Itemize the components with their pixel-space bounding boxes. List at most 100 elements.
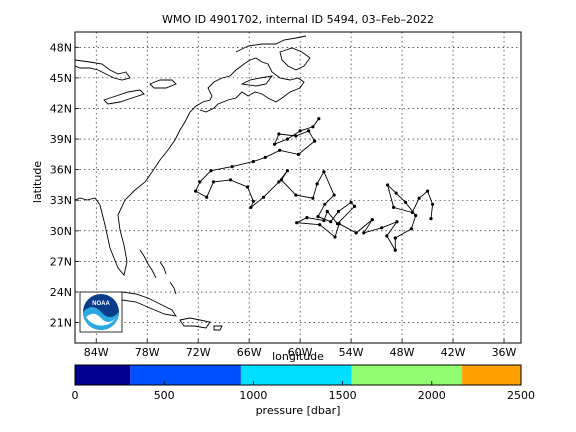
track-point <box>228 178 233 182</box>
colorbar-tick-label: 1000 <box>239 389 267 402</box>
track-point <box>354 231 358 235</box>
colorbar-tick-label: 1500 <box>329 389 357 402</box>
track-point <box>332 193 336 197</box>
track-point <box>294 134 298 138</box>
track-point <box>325 209 329 214</box>
y-tick-label: 30N <box>50 225 72 238</box>
track-point <box>323 202 327 206</box>
track-point <box>395 220 399 224</box>
track-point <box>322 219 326 223</box>
track-point <box>211 180 216 184</box>
y-tick-label: 45N <box>50 72 72 85</box>
colorbar-segment <box>130 365 241 385</box>
track-point <box>296 152 300 156</box>
track-point <box>386 183 390 187</box>
y-tick-label: 21N <box>50 317 72 330</box>
track-point <box>307 129 311 133</box>
track-point <box>277 132 281 136</box>
nova-scotia <box>240 75 274 87</box>
y-tick-label: 42N <box>50 102 72 115</box>
track-point <box>414 213 418 218</box>
colorbar-segment <box>75 365 131 385</box>
track-point <box>249 205 253 209</box>
colorbar-segment <box>240 365 352 385</box>
y-tick-label: 39N <box>50 133 72 146</box>
colorbar-tick-label: 2000 <box>418 389 446 402</box>
track-point <box>393 236 397 240</box>
track-point <box>198 180 202 184</box>
colorbar-frame <box>74 364 522 386</box>
coastlines <box>74 35 311 331</box>
newfoundland <box>279 47 311 71</box>
colorbar-ticks: 0 500 1000 1500 2000 2500 <box>72 381 535 402</box>
puerto-rico <box>213 325 223 331</box>
lake-ontario <box>149 79 177 89</box>
track-point <box>313 139 317 143</box>
map-frame <box>74 31 522 344</box>
track-point <box>277 180 281 184</box>
colorbar-tick-label: 500 <box>154 389 175 402</box>
track-point <box>362 231 366 235</box>
track-point <box>394 191 398 195</box>
lake-erie <box>103 89 145 105</box>
track-point <box>317 117 321 121</box>
track-point <box>209 169 213 173</box>
track-point <box>279 178 283 182</box>
track-point <box>311 125 315 129</box>
colorbar-tick-label: 0 <box>72 389 79 402</box>
track-point <box>417 196 421 200</box>
colorbar-segment <box>351 365 463 385</box>
track-point <box>295 221 299 225</box>
track-point <box>251 159 255 164</box>
track-point <box>305 216 309 220</box>
track-point <box>205 195 209 199</box>
track-point <box>336 209 340 214</box>
map-title: WMO ID 4901702, internal ID 5494, 03–Feb… <box>162 13 434 26</box>
track-point <box>315 182 319 186</box>
track-point <box>294 193 298 197</box>
track-point <box>311 196 315 200</box>
track-point <box>403 200 408 204</box>
track-point <box>251 199 255 203</box>
track-point <box>329 220 333 224</box>
x-axis-ticks: 84W 78W 72W 66W 60W 54W 48W 42W 36W <box>84 339 517 359</box>
coastline-us-east <box>74 57 305 276</box>
track-point <box>285 137 289 141</box>
track-point <box>194 189 198 193</box>
track-point <box>322 170 326 174</box>
hispaniola <box>179 317 211 329</box>
track-point <box>278 148 282 152</box>
x-tick-label: 66W <box>237 346 262 359</box>
track-point <box>230 165 234 169</box>
colorbar-tick-label: 2500 <box>507 389 535 402</box>
y-tick-label: 27N <box>50 255 72 268</box>
x-tick-label: 42W <box>441 346 466 359</box>
pressure-colorbar <box>75 365 521 385</box>
gulf-st-lawrence <box>235 35 307 53</box>
track-point <box>431 202 435 206</box>
colorbar-label: pressure [dbar] <box>256 404 341 417</box>
y-axis-ticks: 21N 24N 27N 30N 33N 36N 39N 42N 45N 48N <box>50 41 79 330</box>
track-point <box>333 235 337 239</box>
cuba <box>106 291 177 317</box>
y-tick-label: 48N <box>50 41 72 54</box>
y-tick-label: 33N <box>50 194 72 207</box>
x-tick-label: 78W <box>135 346 160 359</box>
track-point <box>410 210 414 215</box>
track-point <box>285 169 289 173</box>
track-point <box>263 155 267 159</box>
track-point <box>316 215 320 219</box>
x-tick-label: 48W <box>390 346 415 359</box>
track-point <box>380 226 384 230</box>
track-point <box>429 217 433 221</box>
track-point <box>393 248 397 252</box>
y-axis-label: latitude <box>31 161 44 203</box>
track-point <box>318 223 322 227</box>
track-point <box>385 234 389 238</box>
track-point <box>349 200 353 204</box>
track-point <box>352 204 357 208</box>
track-point <box>262 195 266 199</box>
x-tick-label: 54W <box>339 346 364 359</box>
x-tick-label: 72W <box>186 346 211 359</box>
